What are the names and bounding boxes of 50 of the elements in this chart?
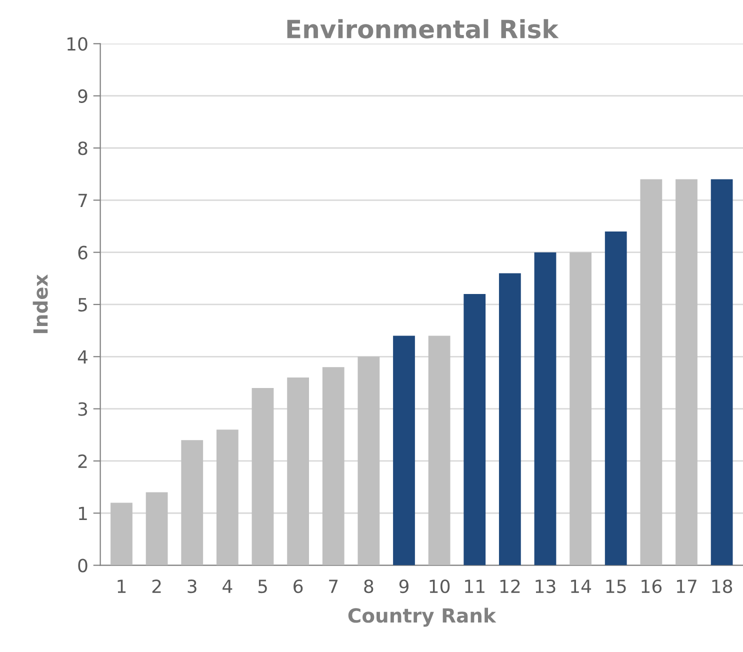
bar bbox=[358, 356, 380, 566]
x-tick-label: 6 bbox=[294, 579, 303, 594]
bar bbox=[110, 502, 132, 566]
bar bbox=[216, 430, 238, 566]
x-tick-label: 9 bbox=[399, 579, 408, 594]
bar bbox=[570, 252, 592, 566]
bar bbox=[710, 179, 733, 566]
bar bbox=[252, 388, 274, 566]
x-tick-label: 15 bbox=[606, 580, 626, 594]
x-tick-label: 17 bbox=[676, 580, 696, 593]
y-tick-label: 1 bbox=[78, 506, 87, 520]
y-tick-label: 8 bbox=[78, 141, 88, 156]
y-tick-label: 3 bbox=[78, 402, 88, 416]
bar bbox=[498, 273, 521, 566]
x-tick-label: 5 bbox=[258, 580, 267, 594]
x-tick-label: 11 bbox=[465, 580, 484, 593]
x-tick-label: 1 bbox=[118, 580, 126, 593]
bar bbox=[640, 179, 662, 566]
x-tick-label: 7 bbox=[329, 580, 338, 593]
y-tick-label: 5 bbox=[78, 298, 87, 312]
x-tick-label: 10 bbox=[430, 579, 450, 594]
x-axis-title: Country Rank bbox=[348, 608, 496, 627]
x-tick-label: 8 bbox=[364, 579, 374, 594]
x-tick-label: 14 bbox=[571, 580, 592, 593]
chart-title: Environmental Risk bbox=[287, 19, 559, 38]
y-tick-label: 0 bbox=[78, 558, 88, 572]
bar bbox=[604, 231, 627, 566]
bar bbox=[146, 492, 168, 566]
y-tick-label: 9 bbox=[78, 89, 88, 103]
y-tick-label: 10 bbox=[68, 37, 88, 51]
y-tick-label: 4 bbox=[78, 350, 88, 364]
x-tick-label: 13 bbox=[536, 579, 556, 594]
bar bbox=[322, 367, 344, 566]
x-tick-label: 2 bbox=[152, 579, 161, 593]
x-tick-label: 3 bbox=[188, 579, 196, 594]
bar bbox=[428, 336, 450, 566]
bar bbox=[464, 294, 486, 566]
y-tick-label: 7 bbox=[78, 194, 87, 208]
y-tick-label: 6 bbox=[78, 246, 88, 260]
y-tick-label: 2 bbox=[78, 454, 87, 468]
bar bbox=[181, 440, 204, 566]
x-tick-label: 16 bbox=[642, 579, 662, 594]
bar bbox=[534, 252, 556, 566]
x-tick-label: 4 bbox=[222, 580, 232, 593]
x-tick-label: 12 bbox=[500, 579, 520, 593]
bar bbox=[393, 336, 415, 566]
y-axis-title: Index bbox=[32, 274, 48, 334]
bar bbox=[287, 378, 310, 566]
bar bbox=[676, 179, 698, 566]
x-tick-label: 18 bbox=[712, 579, 732, 594]
